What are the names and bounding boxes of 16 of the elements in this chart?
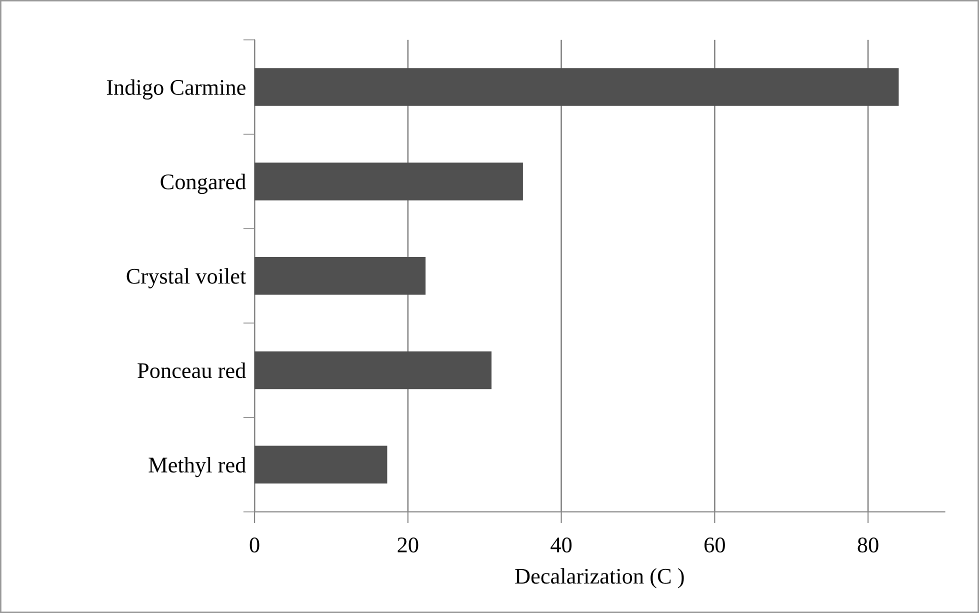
x-tick-label: 40 <box>550 537 572 552</box>
y-tick-label: Crystal voilet <box>126 268 246 288</box>
bar <box>254 446 388 484</box>
y-tick-label: Ponceau red <box>138 362 246 378</box>
x-tick-label: 80 <box>858 537 878 552</box>
x-tick-label: 0 <box>250 537 260 552</box>
bar <box>254 68 899 106</box>
y-tick-label: Methyl red <box>148 456 246 478</box>
x-tick-label: 60 <box>704 537 725 552</box>
x-axis-title: Decalarization (C ) <box>515 568 684 588</box>
x-tick-label: 20 <box>398 537 418 552</box>
bar <box>254 351 492 390</box>
bar <box>254 162 523 200</box>
y-tick-label: Congared <box>160 174 246 194</box>
y-tick-label: Indigo Carmine <box>106 79 246 100</box>
bar <box>254 256 426 295</box>
